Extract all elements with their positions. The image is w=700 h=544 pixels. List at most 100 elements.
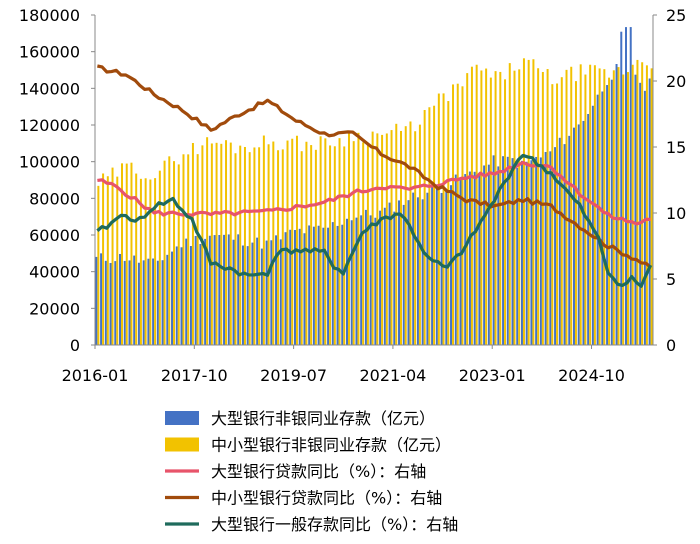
- bar-large-bank-nonbank: [582, 120, 585, 345]
- bar-small-mid-bank-nonbank: [400, 130, 402, 345]
- bar-small-mid-bank-nonbank: [527, 59, 530, 346]
- bar-large-bank-nonbank: [492, 155, 495, 345]
- bar-small-mid-bank-nonbank: [390, 130, 393, 345]
- bar-large-bank-nonbank: [502, 156, 505, 345]
- y-left-tick-label: 0: [70, 336, 80, 355]
- bar-small-mid-bank-nonbank: [560, 77, 563, 345]
- bar-large-bank-nonbank: [511, 158, 514, 345]
- bar-large-bank-nonbank: [426, 192, 429, 345]
- bar-large-bank-nonbank: [265, 240, 268, 345]
- bar-large-bank-nonbank: [312, 226, 315, 345]
- bar-small-mid-bank-nonbank: [343, 146, 346, 345]
- bar-large-bank-nonbank: [554, 147, 557, 345]
- bar-layer: [95, 27, 653, 346]
- bar-large-bank-nonbank: [166, 254, 169, 345]
- bar-small-mid-bank-nonbank: [589, 64, 592, 345]
- bar-large-bank-nonbank: [208, 235, 211, 345]
- bar-small-mid-bank-nonbank: [381, 134, 384, 345]
- legend: 大型银行非银同业存款（亿元） 中小型银行非银同业存款（亿元） 大型银行贷款同比（%）…: [165, 409, 458, 534]
- bar-small-mid-bank-nonbank: [333, 146, 336, 345]
- bar-small-mid-bank-nonbank: [395, 123, 398, 345]
- bar-small-mid-bank-nonbank: [97, 185, 100, 345]
- y-left-tick-label: 160000: [19, 43, 80, 62]
- bar-large-bank-nonbank: [407, 200, 410, 345]
- bar-large-bank-nonbank: [346, 218, 348, 345]
- bar-small-mid-bank-nonbank: [622, 74, 625, 346]
- bar-large-bank-nonbank: [303, 233, 306, 345]
- bar-large-bank-nonbank: [232, 239, 235, 345]
- bar-large-bank-nonbank: [114, 261, 117, 345]
- bar-large-bank-nonbank: [204, 238, 207, 345]
- bar-large-bank-nonbank: [639, 82, 642, 345]
- bar-small-mid-bank-nonbank: [125, 163, 128, 345]
- legend-swatch: [165, 437, 199, 452]
- bar-large-bank-nonbank: [398, 200, 401, 345]
- bar-large-bank-nonbank: [171, 251, 174, 345]
- legend-label: 大型银行贷款同比（%）：右轴: [211, 462, 426, 481]
- bar-small-mid-bank-nonbank: [636, 59, 639, 346]
- bar-small-mid-bank-nonbank: [546, 69, 549, 345]
- bar-large-bank-nonbank: [317, 225, 320, 345]
- y-right-tick-label: 25: [666, 6, 686, 25]
- bar-large-bank-nonbank: [487, 164, 490, 345]
- bar-large-bank-nonbank: [270, 240, 273, 345]
- bar-small-mid-bank-nonbank: [513, 70, 516, 346]
- bar-small-mid-bank-nonbank: [617, 67, 620, 345]
- bar-small-mid-bank-nonbank: [215, 142, 218, 345]
- bar-small-mid-bank-nonbank: [220, 143, 223, 345]
- bar-large-bank-nonbank: [459, 178, 462, 345]
- bar-small-mid-bank-nonbank: [376, 133, 379, 345]
- bar-small-mid-bank-nonbank: [447, 101, 450, 345]
- bar-large-bank-nonbank: [530, 160, 533, 345]
- bar-small-mid-bank-nonbank: [300, 151, 303, 345]
- bar-large-bank-nonbank: [535, 156, 538, 345]
- bar-small-mid-bank-nonbank: [196, 154, 199, 345]
- bar-large-bank-nonbank: [152, 258, 155, 345]
- bar-large-bank-nonbank: [194, 235, 197, 345]
- bar-large-bank-nonbank: [568, 135, 571, 345]
- bar-large-bank-nonbank: [279, 239, 282, 345]
- bar-small-mid-bank-nonbank: [603, 69, 606, 346]
- bar-large-bank-nonbank: [383, 207, 386, 345]
- bar-small-mid-bank-nonbank: [286, 140, 289, 345]
- bar-large-bank-nonbank: [464, 174, 467, 345]
- bar-large-bank-nonbank: [175, 246, 178, 345]
- bar-small-mid-bank-nonbank: [442, 93, 445, 345]
- bar-large-bank-nonbank: [137, 262, 140, 345]
- bar-small-mid-bank-nonbank: [612, 70, 615, 346]
- bar-small-mid-bank-nonbank: [423, 110, 426, 345]
- bar-small-mid-bank-nonbank: [556, 83, 559, 345]
- bar-small-mid-bank-nonbank: [163, 160, 166, 345]
- bar-large-bank-nonbank: [525, 161, 528, 345]
- bar-large-bank-nonbank: [213, 235, 216, 345]
- bar-large-bank-nonbank: [355, 217, 358, 345]
- bar-small-mid-bank-nonbank: [645, 65, 648, 345]
- bar-large-bank-nonbank: [450, 185, 453, 345]
- bar-large-bank-nonbank: [256, 237, 259, 345]
- bar-large-bank-nonbank: [643, 90, 646, 345]
- bar-small-mid-bank-nonbank: [437, 93, 440, 345]
- y-left-tick-label: 80000: [29, 189, 80, 208]
- bar-small-mid-bank-nonbank: [210, 143, 213, 345]
- y-right-tick-label: 0: [666, 336, 676, 355]
- bar-small-mid-bank-nonbank: [177, 164, 180, 345]
- axes: [91, 14, 657, 349]
- bar-large-bank-nonbank: [374, 217, 377, 345]
- bar-small-mid-bank-nonbank: [541, 71, 544, 346]
- bar-large-bank-nonbank: [308, 225, 311, 345]
- y-right-tick-label: 15: [666, 138, 686, 157]
- bar-small-mid-bank-nonbank: [258, 147, 261, 345]
- bar-large-bank-nonbank: [95, 256, 98, 345]
- bar-small-mid-bank-nonbank: [324, 138, 327, 345]
- bar-large-bank-nonbank: [431, 186, 434, 345]
- bar-large-bank-nonbank: [412, 192, 415, 345]
- bar-large-bank-nonbank: [185, 238, 188, 345]
- bar-small-mid-bank-nonbank: [433, 105, 436, 346]
- bar-small-mid-bank-nonbank: [139, 178, 142, 345]
- bar-large-bank-nonbank: [156, 260, 159, 345]
- bar-small-mid-bank-nonbank: [508, 63, 511, 345]
- bar-small-mid-bank-nonbank: [418, 124, 421, 345]
- bar-large-bank-nonbank: [360, 215, 363, 345]
- bar-large-bank-nonbank: [147, 258, 150, 345]
- bar-large-bank-nonbank: [520, 160, 523, 345]
